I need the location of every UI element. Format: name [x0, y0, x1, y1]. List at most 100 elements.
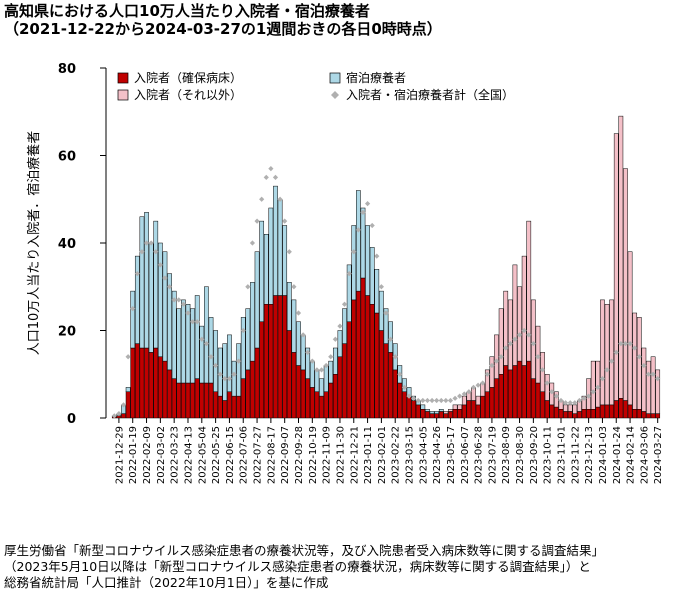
- point: [337, 323, 343, 329]
- bar: [438, 411, 444, 419]
- bar: [185, 304, 191, 384]
- bar: [655, 369, 661, 414]
- point: [199, 336, 205, 342]
- point: [388, 336, 394, 342]
- point: [424, 397, 431, 404]
- bar: [632, 409, 638, 419]
- x-tick-label: 2022-10-19: [308, 426, 319, 484]
- point: [429, 397, 435, 404]
- bar: [452, 409, 458, 419]
- bar: [167, 273, 172, 371]
- bar: [254, 347, 260, 419]
- point: [277, 196, 283, 202]
- point: [397, 371, 403, 377]
- bar: [217, 395, 223, 419]
- point: [498, 354, 504, 360]
- x-tick-label: 2023-08-30: [515, 426, 526, 484]
- point: [300, 332, 306, 338]
- point: [162, 275, 168, 281]
- bar: [586, 409, 591, 419]
- x-tick-label: 2023-10-11: [543, 426, 554, 484]
- bar: [411, 400, 416, 419]
- point: [567, 400, 573, 406]
- point: [240, 327, 246, 334]
- bar: [507, 369, 513, 419]
- bar: [296, 321, 301, 366]
- bar: [222, 343, 228, 401]
- x-tick-label: 2022-12-21: [349, 426, 360, 484]
- point: [189, 319, 196, 325]
- point: [374, 253, 380, 259]
- bar: [429, 411, 435, 414]
- bar: [162, 251, 168, 362]
- bar: [139, 347, 145, 419]
- bar: [406, 395, 412, 419]
- point: [111, 413, 117, 419]
- bar: [337, 356, 343, 419]
- y-tick-label: 60: [58, 150, 76, 165]
- bar: [577, 411, 582, 419]
- point: [236, 358, 242, 364]
- bar: [190, 382, 195, 419]
- bar: [448, 411, 453, 419]
- bar: [636, 317, 642, 410]
- bar: [167, 369, 172, 419]
- point: [180, 301, 186, 307]
- x-tick-label: 2022-11-30: [335, 426, 346, 484]
- bar: [328, 360, 334, 384]
- bar: [374, 269, 380, 314]
- bar: [563, 411, 568, 419]
- point: [503, 345, 509, 351]
- point: [341, 301, 348, 307]
- bar: [365, 225, 370, 296]
- bar: [489, 356, 495, 388]
- bar: [291, 352, 297, 419]
- bar: [286, 330, 292, 419]
- point: [512, 336, 518, 342]
- legend-label: 宿泊療養者: [346, 70, 406, 85]
- bar: [337, 330, 343, 357]
- point: [461, 391, 467, 397]
- point: [576, 397, 583, 404]
- point: [480, 380, 486, 386]
- bar: [466, 400, 472, 419]
- bar: [250, 360, 255, 419]
- bar: [531, 378, 536, 419]
- bar: [388, 352, 393, 419]
- x-tick-label: 2023-06-07: [460, 426, 471, 484]
- bar: [263, 304, 269, 419]
- legend-swatch: [117, 72, 129, 84]
- x-tick-label: 2022-06-15: [225, 426, 236, 484]
- bar: [185, 382, 191, 419]
- point: [254, 218, 260, 224]
- point: [622, 341, 629, 347]
- bar: [346, 264, 352, 322]
- bar: [282, 295, 288, 419]
- bar: [590, 409, 596, 419]
- bar: [314, 391, 320, 419]
- point: [535, 354, 541, 360]
- bar: [176, 382, 182, 419]
- bar: [171, 290, 177, 379]
- bar: [448, 409, 453, 412]
- bar: [613, 133, 619, 401]
- bar: [650, 413, 656, 419]
- bar: [618, 398, 624, 419]
- bar: [475, 404, 481, 419]
- bar: [236, 395, 241, 419]
- bar: [305, 347, 311, 379]
- bar: [153, 347, 159, 419]
- bar: [328, 382, 334, 419]
- bar: [517, 360, 522, 419]
- bar: [153, 220, 159, 349]
- x-tick-label: 2023-07-19: [487, 426, 498, 484]
- bar: [507, 299, 513, 371]
- point: [470, 384, 477, 390]
- bar: [240, 317, 246, 379]
- point: [231, 371, 237, 377]
- legend-swatch: [329, 72, 341, 84]
- point: [171, 297, 177, 303]
- bar: [181, 382, 186, 419]
- bar: [415, 404, 421, 419]
